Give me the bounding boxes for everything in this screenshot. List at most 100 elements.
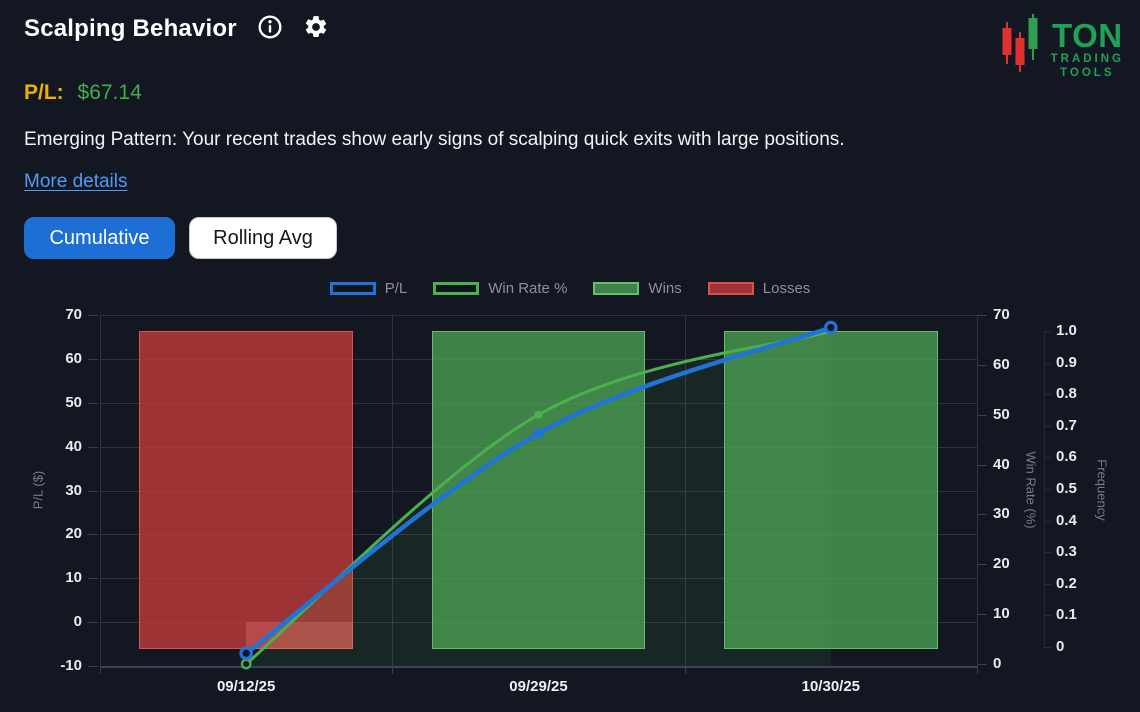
winrate-tick-mark [977, 564, 987, 566]
pl-tick-mark [88, 534, 98, 536]
pl-tick-mark [88, 402, 98, 404]
pl-label: P/L: [24, 81, 64, 104]
logo-text: TON TRADING TOOLS [1050, 17, 1124, 80]
x-axis-label: 10/30/25 [801, 678, 861, 695]
gridline-vertical [392, 315, 394, 666]
winrate-point[interactable] [534, 410, 543, 419]
pl-value: $67.14 [77, 81, 142, 104]
pl-point[interactable] [533, 428, 544, 439]
legend-swatch [329, 282, 376, 295]
chart-lines [239, 320, 838, 670]
pl-tick-mark [88, 622, 98, 624]
gridline-vertical [977, 315, 978, 666]
frequency-tick-mark [1044, 489, 1051, 490]
logo-subtitle-1: TRADING [1050, 53, 1124, 65]
frequency-tick-label: 0.3 [1056, 543, 1077, 561]
winrate-tick-label: 0 [993, 655, 1002, 672]
gridline-horizontal [100, 315, 977, 316]
pl-tick-mark [88, 358, 98, 360]
legend-swatch [707, 282, 754, 295]
losses-value-overlay [246, 622, 353, 649]
page-title: Scalping Behavior [24, 14, 237, 42]
x-tick-mark [977, 666, 978, 674]
legend-item-losses[interactable]: Losses [707, 280, 811, 297]
pl-point[interactable] [239, 646, 253, 661]
pl-tick-mark [88, 490, 98, 492]
pl-tick-label: 60 [65, 349, 82, 367]
gear-icon [303, 14, 329, 43]
legend-label: Win Rate % [488, 280, 568, 297]
gridline-vertical [100, 315, 101, 666]
header: Scalping Behavior [24, 14, 329, 43]
winrate-tick-mark [977, 364, 987, 366]
pl-point[interactable] [824, 320, 838, 335]
winrate-tick-label: 20 [993, 555, 1010, 573]
winrate-tick-mark [977, 414, 987, 416]
bar-wins[interactable] [724, 331, 938, 649]
pl-tick-mark [88, 315, 98, 316]
winrate-tick-mark [977, 614, 987, 616]
winrate-tick-mark [977, 464, 987, 466]
x-tick-mark [684, 666, 686, 674]
legend-label: Wins [648, 280, 682, 297]
legend-label: Losses [762, 280, 811, 297]
pl-tick-label: 40 [65, 437, 82, 455]
chart: P/L Win Rate % Wins Losses -10 0 10 20 30 40 50 60 7… [0, 268, 1140, 712]
frequency-tick-mark [1044, 520, 1051, 522]
winrate-tick-mark [977, 315, 987, 316]
x-axis-line [100, 665, 977, 668]
pl-tick-label: 10 [65, 569, 82, 587]
gridline-vertical [684, 315, 686, 666]
rolling-avg-button[interactable]: Rolling Avg [189, 217, 337, 259]
frequency-tick-label: 0.8 [1056, 385, 1077, 403]
legend-item-p-l[interactable]: P/L [329, 280, 408, 297]
frequency-tick-label: 1.0 [1056, 322, 1077, 339]
frequency-tick-label: 0.4 [1056, 511, 1077, 529]
frequency-axis-line [1044, 331, 1045, 647]
x-tick-mark [100, 666, 101, 674]
winrate-tick-label: 70 [993, 306, 1010, 323]
x-axis-label: 09/29/25 [509, 678, 568, 695]
frequency-tick-label: 0.7 [1056, 416, 1077, 434]
cumulative-button[interactable]: Cumulative [24, 217, 175, 259]
legend-label: P/L [384, 280, 408, 297]
winrate-tick-mark [977, 664, 987, 665]
chart-legend: P/L Win Rate % Wins Losses [0, 280, 1140, 297]
settings-button[interactable] [303, 14, 329, 43]
frequency-tick-mark [1044, 647, 1051, 648]
pl-tick-label: 0 [73, 613, 82, 631]
frequency-tick-label: 0 [1056, 638, 1065, 655]
frequency-tick-label: 0.2 [1056, 574, 1077, 592]
frequency-tick-mark [1044, 457, 1051, 459]
frequency-tick-mark [1044, 615, 1051, 617]
frequency-tick-label: 0.6 [1056, 448, 1077, 466]
pl-tick-mark [88, 666, 98, 667]
frequency-tick-label: 0.9 [1056, 353, 1077, 371]
legend-swatch [593, 282, 640, 295]
frequency-tick-mark [1044, 331, 1051, 332]
frequency-tick-mark [1044, 362, 1051, 364]
winrate-tick-label: 40 [993, 455, 1010, 473]
pl-summary: P/L: $67.14 [24, 81, 142, 105]
pattern-description: Emerging Pattern: Your recent trades sho… [24, 129, 845, 150]
winrate-tick-label: 60 [993, 355, 1010, 373]
more-details-link[interactable]: More details [24, 171, 128, 192]
view-toggle: Cumulative Rolling Avg [24, 217, 337, 259]
info-button[interactable] [257, 14, 283, 43]
x-tick-mark [392, 666, 394, 674]
winrate-area-fill [246, 331, 831, 666]
legend-item-win-rate-[interactable]: Win Rate % [433, 280, 567, 297]
pl-tick-label: 20 [65, 525, 82, 543]
pl-tick-mark [88, 446, 98, 448]
x-axis-label: 09/12/25 [216, 678, 276, 695]
legend-item-wins[interactable]: Wins [593, 280, 682, 297]
winrate-tick-mark [977, 514, 987, 516]
brand-logo: TON TRADING TOOLS [999, 14, 1124, 81]
logo-title: TON [1052, 17, 1123, 54]
pl-tick-mark [88, 578, 98, 580]
winrate-tick-label: 10 [993, 605, 1010, 623]
pl-tick-label: 30 [65, 481, 82, 499]
winrate-point[interactable] [240, 658, 252, 670]
info-circle-icon [257, 14, 283, 43]
frequency-tick-label: 0.1 [1056, 606, 1077, 624]
